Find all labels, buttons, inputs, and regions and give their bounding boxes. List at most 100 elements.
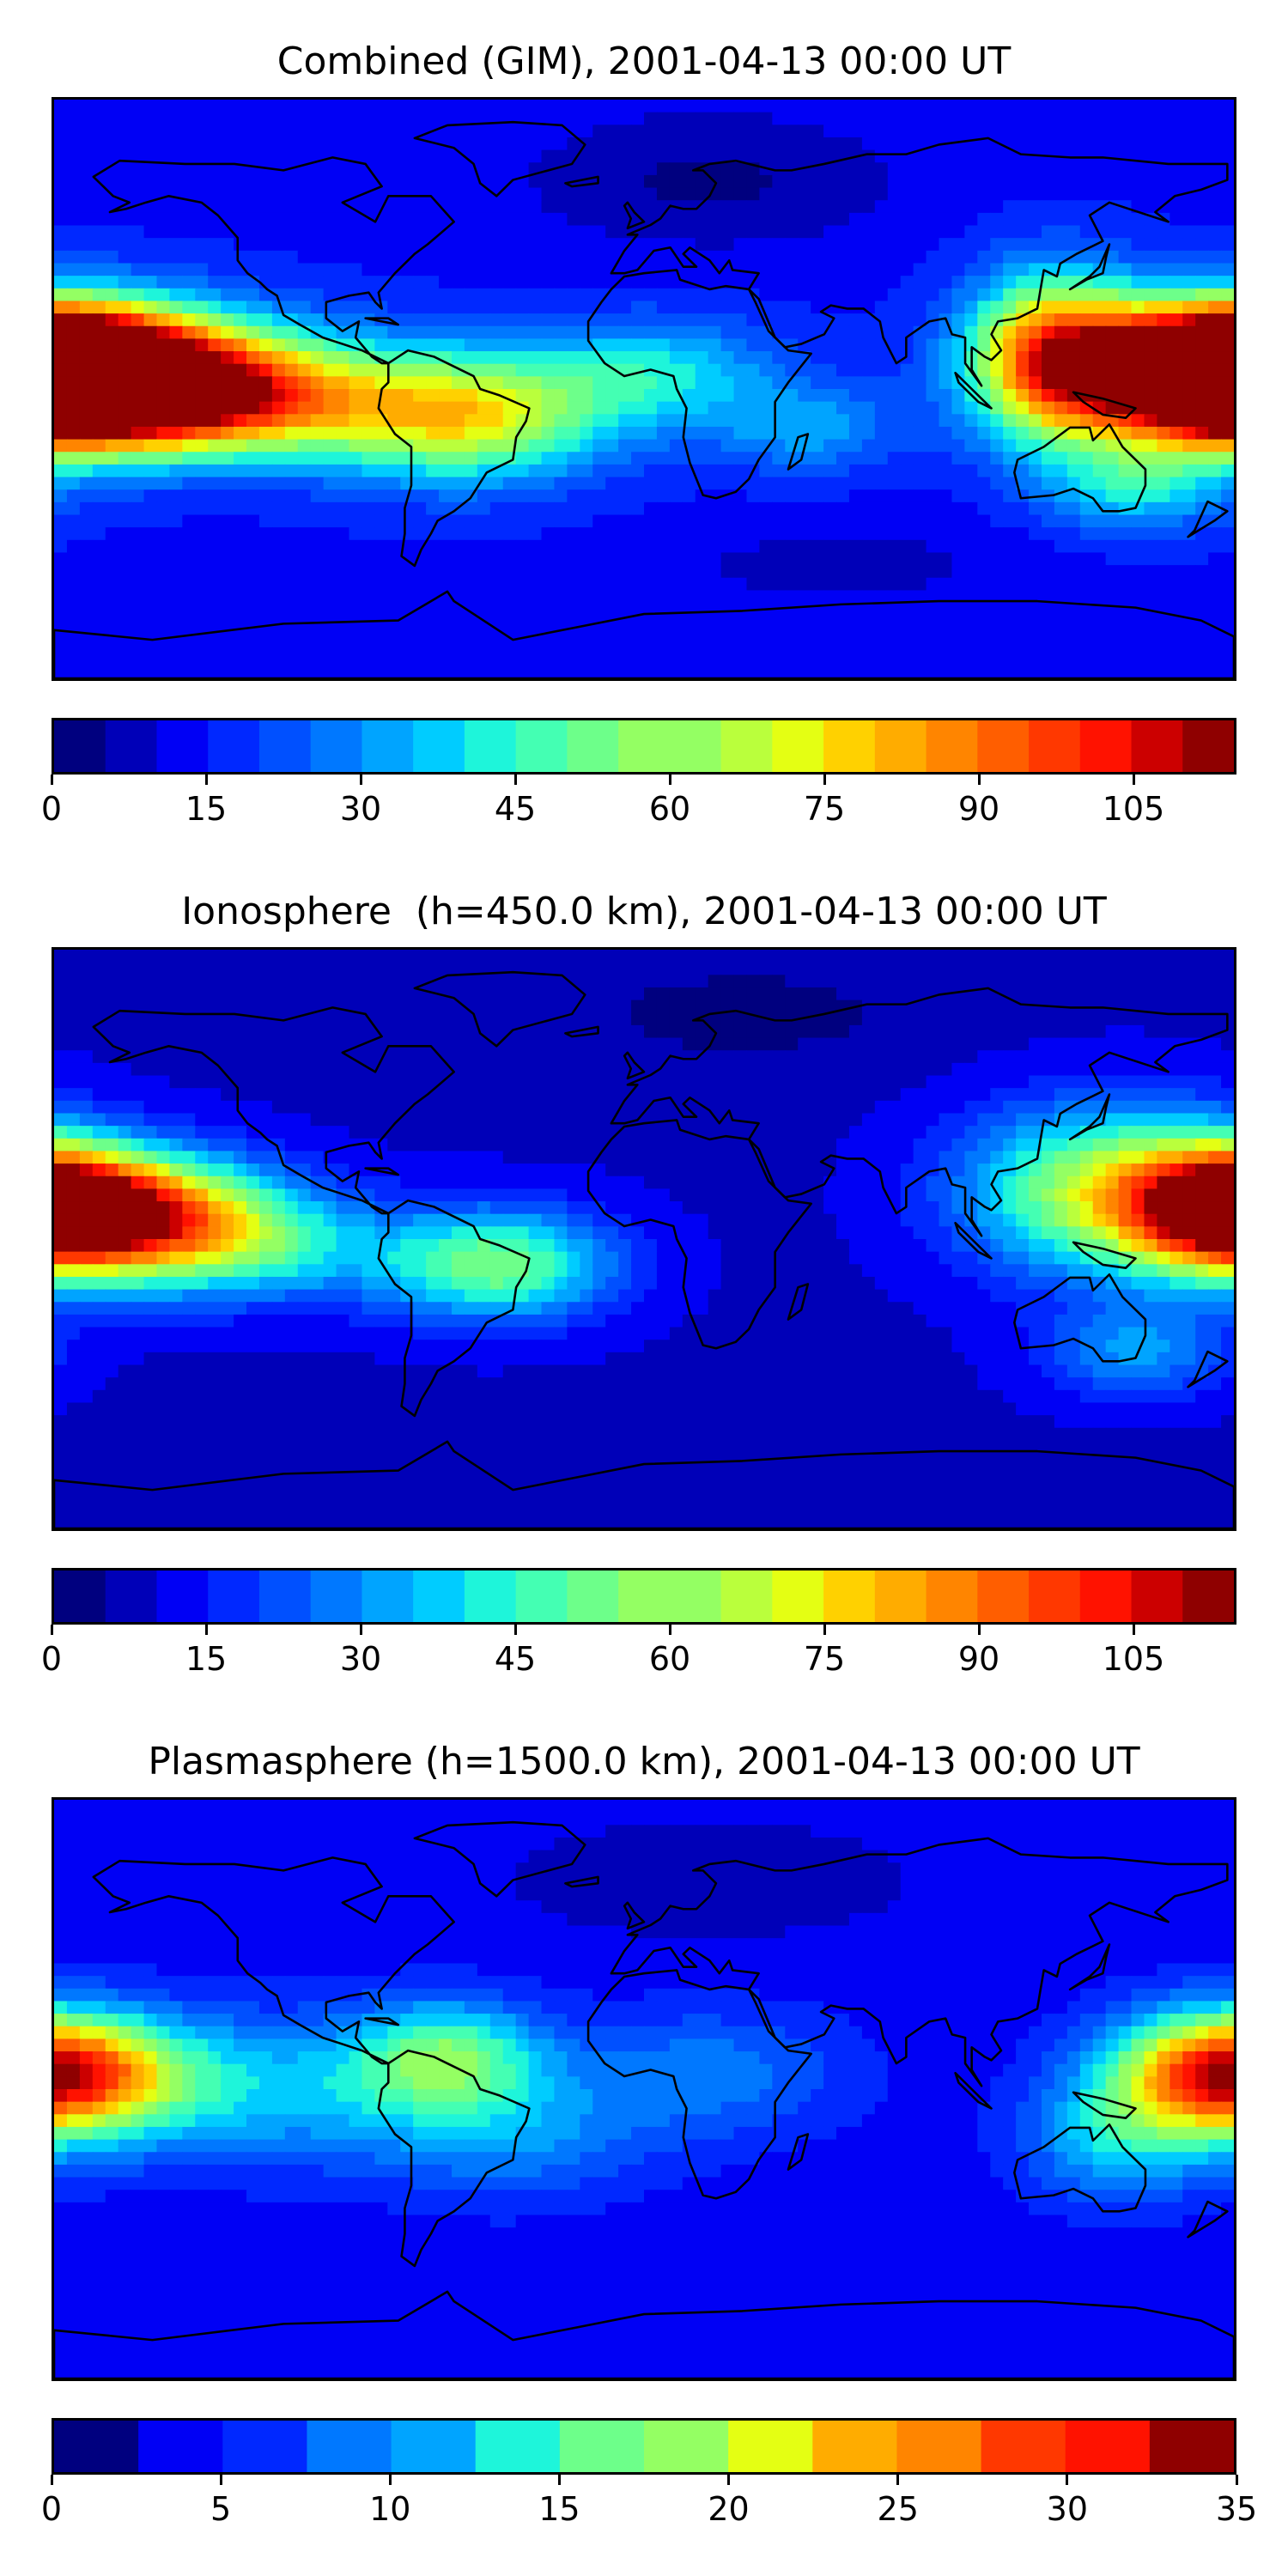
field-cell [1079,552,1094,566]
field-cell [195,1037,209,1051]
field-cell [1195,250,1209,264]
field-cell [656,987,671,1001]
field-cell [246,603,260,617]
field-cell [54,1012,68,1026]
field-cell [413,187,427,201]
field-cell [618,452,632,465]
field-cell [656,426,671,440]
field-cell [195,987,209,1001]
field-cell [1105,389,1120,403]
field-cell [798,653,811,666]
field-cell [823,376,837,390]
field-cell [1041,653,1055,666]
field-cell [323,477,337,490]
field-cell [528,590,543,604]
field-cell [592,565,606,579]
field-cell [297,187,312,201]
field-cell [528,187,543,201]
field-cell [798,149,811,163]
field-cell [746,401,761,415]
field-cell [208,1024,222,1039]
field-cell [720,975,735,988]
field-cell [1029,565,1042,579]
field-cell [926,464,940,478]
field-cell [1041,137,1055,151]
field-cell [310,439,325,453]
field-cell [1079,975,1094,988]
field-cell [502,325,517,339]
field-cell [143,376,158,390]
field-cell [1118,174,1133,189]
field-cell [798,615,811,629]
field-cell [939,539,953,554]
field-cell [92,653,106,666]
field-cell [887,615,902,629]
field-cell [515,100,530,113]
field-cell [246,552,260,566]
field-cell [656,174,671,189]
field-cell [92,401,106,415]
field-cell [1092,962,1107,975]
field-cell [746,590,761,604]
field-cell [708,962,722,975]
field-cell [798,263,811,276]
field-cell [528,112,543,125]
field-cell [1054,125,1068,138]
field-cell [951,313,965,327]
field-cell [515,325,530,339]
field-cell [977,962,991,975]
field-cell [489,100,504,113]
field-cell [1003,100,1017,113]
field-cell [1157,628,1170,641]
field-cell [221,414,234,428]
field-cell [1041,162,1055,176]
field-cell [297,987,312,1001]
field-cell [1144,426,1157,440]
field-cell [323,577,337,592]
field-cell [297,401,312,415]
field-cell [221,501,234,516]
field-cell [592,174,606,189]
field-cell [79,552,94,566]
field-cell [208,149,222,163]
field-cell [1003,149,1017,163]
field-cell [92,149,106,163]
field-cell [887,665,902,678]
field-cell [900,501,914,516]
field-cell [156,301,171,314]
field-cell [951,439,965,453]
field-cell [156,325,171,339]
coastline [564,175,599,188]
field-cell [1003,477,1017,490]
field-cell [271,288,286,302]
field-cell [1105,376,1120,390]
field-cell [618,1012,632,1026]
field-cell [156,950,171,963]
field-cell [695,100,709,113]
field-cell [695,225,709,239]
field-cell [541,376,556,390]
field-cell [131,1037,145,1051]
field-cell [964,401,978,415]
field-cell [361,149,375,163]
field-cell [682,389,696,403]
field-cell [361,962,375,975]
field-cell [310,1012,325,1026]
field-cell [297,603,312,617]
field-cell [336,174,350,189]
field-cell [79,527,94,541]
field-cell [592,401,606,415]
field-cell [271,225,286,239]
field-cell [361,527,375,541]
field-cell [1079,514,1094,528]
field-cell [400,276,414,289]
field-cell [1029,149,1042,163]
field-cell [836,527,850,541]
field-cell [297,552,312,566]
colorbar-swatch [977,720,1030,772]
field-cell [580,100,593,113]
field-cell [387,238,401,252]
field-cell [746,615,761,629]
field-cell [823,527,837,541]
field-cell [310,100,325,113]
